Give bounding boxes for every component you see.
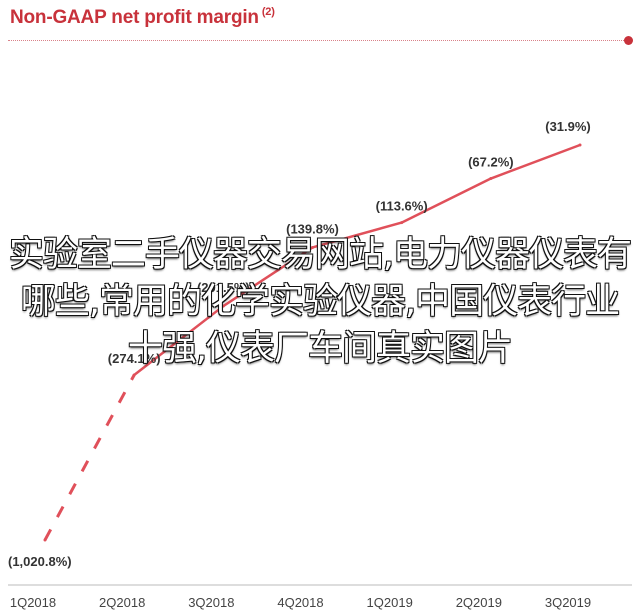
data-label-1Q2019: (113.6%) — [376, 199, 428, 214]
data-label-1Q2018: (1,020.8%) — [8, 554, 72, 569]
overlay-watermark-text: 实验室二手仪器交易网站,电力仪器仪表有哪些,常用的化学实验仪器,中国仪表行业十强… — [8, 235, 632, 369]
data-label-3Q2018: (201.5%) — [197, 280, 250, 295]
data-label-3Q2019: (31.9%) — [545, 119, 591, 134]
x-tick-label-1Q2019: 1Q2019 — [367, 595, 413, 610]
chart-title-text: Non-GAAP net profit margin — [10, 7, 259, 28]
x-tick-label-1Q2018: 1Q2018 — [10, 595, 56, 610]
data-point-3Q2019 — [578, 143, 582, 147]
x-tick-label-3Q2018: 3Q2018 — [188, 595, 234, 610]
data-point-2Q2018 — [132, 373, 136, 377]
data-point-1Q2018 — [43, 538, 47, 542]
data-point-1Q2019 — [400, 221, 404, 225]
title-divider — [8, 40, 628, 41]
data-label-4Q2018: (139.8%) — [286, 221, 339, 236]
data-point-3Q2018 — [221, 304, 225, 308]
x-tick-label-4Q2018: 4Q2018 — [277, 595, 323, 610]
data-point-4Q2018 — [311, 245, 314, 249]
series-line — [133, 143, 581, 376]
x-tick-label-2Q2019: 2Q2019 — [456, 595, 502, 610]
title-divider-dot — [624, 36, 633, 45]
data-label-2Q2019: (67.2%) — [468, 155, 514, 170]
data-label-2Q2018: (274.1%) — [108, 351, 161, 366]
x-tick-label-3Q2019: 3Q2019 — [545, 595, 591, 610]
title-footnote: (2) — [261, 6, 275, 18]
data-point-2Q2019 — [489, 177, 493, 181]
chart-title: Non-GAAP net profit margin (2) — [10, 6, 275, 29]
series-line-dashed-segment — [43, 374, 136, 541]
x-tick-label-2Q2018: 2Q2018 — [99, 595, 145, 610]
